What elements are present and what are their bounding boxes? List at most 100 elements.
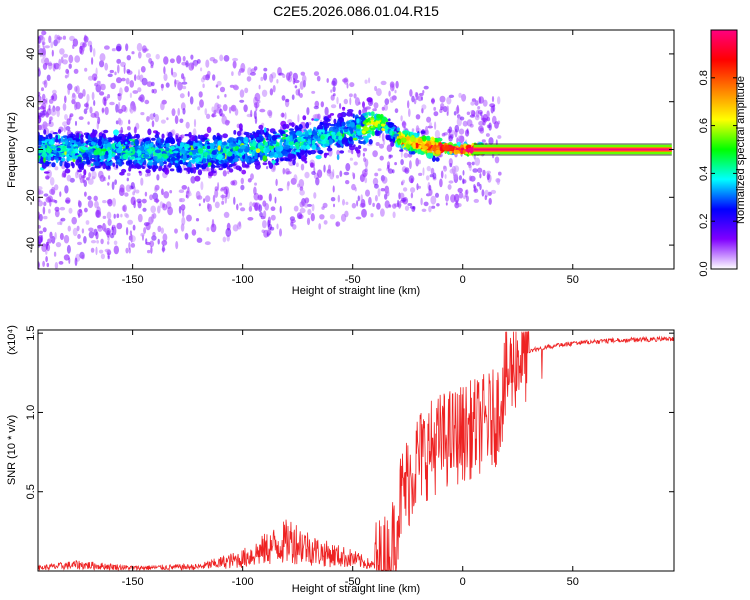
spectrogram-blob bbox=[295, 149, 301, 153]
spectrogram-speckle bbox=[71, 216, 77, 225]
spectrogram-blob bbox=[267, 160, 271, 165]
spectrogram-speckle bbox=[59, 206, 66, 211]
spectrogram-speckle bbox=[267, 109, 273, 117]
spectrogram-speckle bbox=[471, 161, 475, 166]
spectrogram-speckle bbox=[200, 67, 203, 72]
spectrogram-blob bbox=[167, 152, 171, 156]
spectrogram-speckle bbox=[498, 171, 502, 176]
spectrogram-speckle bbox=[484, 189, 489, 198]
spectrogram-blob bbox=[341, 106, 346, 110]
spectrogram-speckle bbox=[130, 196, 136, 206]
spectrogram-speckle bbox=[307, 208, 312, 216]
spectrogram-blob bbox=[184, 133, 190, 137]
spectrogram-speckle bbox=[94, 200, 99, 209]
spectrogram-speckle bbox=[409, 89, 413, 97]
spectrogram-blob bbox=[174, 160, 179, 163]
spectrogram-speckle bbox=[149, 194, 154, 201]
spectrogram-blob bbox=[165, 142, 170, 149]
spectrogram-blob bbox=[133, 160, 138, 163]
spectrogram-speckle bbox=[68, 63, 72, 69]
spectrogram-blob bbox=[64, 136, 68, 141]
spectrogram-blob bbox=[280, 158, 284, 162]
spectrogram-speckle bbox=[151, 120, 155, 128]
spectrogram-blob bbox=[50, 153, 54, 157]
spectrogram-speckle bbox=[318, 223, 322, 230]
spectrogram-speckle bbox=[427, 125, 434, 129]
spectrogram-speckle bbox=[319, 214, 325, 220]
spectrogram-speckle bbox=[275, 178, 278, 186]
spectrogram-speckle bbox=[63, 254, 70, 261]
spectrogram-speckle bbox=[38, 44, 41, 49]
spectrogram-speckle bbox=[417, 185, 421, 189]
spectrogram-blob bbox=[157, 144, 162, 149]
spectrogram-speckle bbox=[41, 103, 47, 110]
spectrogram-speckle bbox=[317, 113, 321, 120]
spectrogram-blob bbox=[262, 155, 268, 162]
spectrogram-speckle bbox=[286, 171, 292, 175]
spectrogram-blob bbox=[170, 151, 174, 154]
spectrogram-blob bbox=[237, 148, 244, 153]
spectrogram-speckle bbox=[163, 56, 169, 65]
spectrogram-speckle bbox=[386, 144, 393, 152]
spectrogram-speckle bbox=[363, 157, 367, 163]
spectrogram-speckle bbox=[296, 212, 303, 220]
spectrogram-speckle bbox=[42, 45, 46, 54]
spectrogram-blob bbox=[182, 154, 187, 161]
spectrogram-speckle bbox=[301, 74, 307, 84]
spectrogram-blob bbox=[106, 142, 112, 147]
spectrogram-speckle bbox=[412, 206, 416, 210]
spectrogram-speckle bbox=[445, 202, 448, 206]
spectrogram-speckle bbox=[411, 128, 415, 132]
spectrogram-speckle bbox=[107, 73, 113, 78]
spectrogram-speckle bbox=[490, 105, 494, 114]
spectrogram-speckle bbox=[119, 87, 123, 96]
spectrogram-blob bbox=[377, 123, 381, 131]
spectrogram-blob bbox=[128, 138, 134, 142]
spectrogram-blob bbox=[412, 142, 416, 150]
spectrogram-speckle bbox=[323, 164, 326, 173]
spectrogram-blob bbox=[121, 168, 127, 173]
spectrogram-speckle bbox=[240, 62, 246, 72]
spectrogram-speckle bbox=[361, 208, 367, 218]
spectrogram-blob bbox=[122, 153, 129, 160]
spectrogram-speckle bbox=[326, 78, 329, 83]
spectrogram-blob bbox=[422, 145, 429, 150]
spectrogram-speckle bbox=[165, 82, 170, 88]
spectrogram-speckle bbox=[97, 224, 103, 232]
spectrogram-blob bbox=[38, 152, 43, 156]
spectrogram-speckle bbox=[126, 69, 131, 74]
spectrogram-speckle bbox=[223, 211, 230, 218]
spectrogram-speckle bbox=[269, 226, 275, 231]
spectrogram-blob bbox=[364, 136, 369, 143]
spectrogram-speckle bbox=[73, 68, 79, 74]
spectrogram-speckle bbox=[38, 112, 43, 117]
spectrogram-speckle bbox=[150, 65, 154, 69]
spectrogram-speckle bbox=[104, 248, 111, 253]
spectrogram-speckle bbox=[41, 243, 47, 247]
spectrogram-speckle bbox=[497, 96, 501, 105]
spectrogram-speckle bbox=[67, 225, 72, 232]
snr-series-line bbox=[38, 331, 674, 571]
spectrogram-speckle bbox=[413, 98, 417, 105]
spectrogram-speckle bbox=[216, 104, 222, 109]
spectrogram-speckle bbox=[425, 175, 430, 181]
spectrogram-speckle bbox=[335, 174, 340, 179]
x-tick-label: 0 bbox=[460, 576, 466, 588]
spectrogram-blob bbox=[66, 145, 72, 149]
spectrogram-blob bbox=[417, 148, 421, 155]
spectrogram-blob bbox=[276, 157, 279, 164]
spectrogram-speckle bbox=[88, 227, 94, 232]
spectrogram-blob bbox=[145, 140, 151, 144]
spectrogram-speckle bbox=[149, 113, 155, 120]
spectrogram-blob bbox=[417, 137, 423, 144]
spectrogram-speckle bbox=[82, 174, 85, 184]
spectrogram-blob bbox=[236, 130, 242, 137]
spectrogram-blob bbox=[233, 130, 237, 135]
spectrogram-blob bbox=[227, 155, 234, 162]
colorbar-label: Normalized spectral amplitude bbox=[735, 76, 747, 224]
spectrogram-speckle bbox=[206, 113, 211, 120]
spectrogram-speckle bbox=[160, 102, 165, 111]
spectrogram-blob bbox=[222, 163, 228, 169]
spectrogram-blob bbox=[252, 131, 256, 134]
spectrogram-speckle bbox=[104, 106, 109, 116]
